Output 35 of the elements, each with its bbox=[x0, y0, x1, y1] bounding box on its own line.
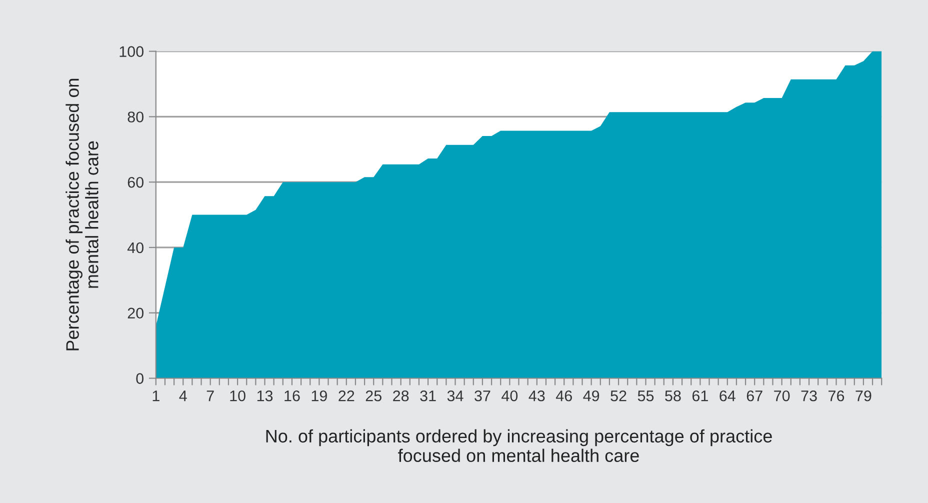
x-tick-label: 7 bbox=[206, 390, 214, 402]
x-tick-label: 40 bbox=[502, 390, 518, 402]
x-tick-label: 4 bbox=[179, 390, 187, 402]
y-tick-label: 80 bbox=[128, 112, 144, 122]
x-tick-label: 64 bbox=[720, 390, 736, 402]
x-axis-title: No. of participants ordered by increasing percentage of practice focused on mental health care bbox=[266, 429, 772, 462]
x-tick-label: 46 bbox=[556, 390, 572, 402]
x-tick-label: 76 bbox=[828, 390, 844, 402]
y-tick-label: 60 bbox=[128, 176, 144, 188]
y-tick-label: 40 bbox=[127, 242, 144, 254]
x-tick-label: 79 bbox=[856, 390, 872, 402]
x-tick-label: 1 bbox=[152, 390, 160, 402]
x-tick-label: 25 bbox=[366, 390, 382, 402]
x-tick-label: 34 bbox=[447, 390, 464, 402]
x-tick-label: 73 bbox=[801, 390, 817, 402]
x-tick-label: 58 bbox=[665, 390, 681, 402]
x-tick-label: 43 bbox=[528, 390, 545, 402]
y-axis-title: Percentage of practice focused on mental health care bbox=[66, 78, 98, 350]
x-tick-label: 10 bbox=[230, 390, 246, 402]
y-tick-label: 0 bbox=[136, 373, 144, 384]
y-tick-label: 100 bbox=[120, 46, 144, 57]
x-tick-label: 16 bbox=[284, 390, 300, 402]
x-tick-label: 52 bbox=[610, 390, 626, 402]
x-tick-label: 55 bbox=[638, 390, 654, 402]
x-tick-label: 19 bbox=[312, 390, 327, 402]
x-tick-label: 28 bbox=[393, 390, 409, 402]
x-tick-label: 31 bbox=[420, 390, 436, 402]
x-tick-label: 37 bbox=[474, 390, 490, 402]
x-tick-label: 70 bbox=[774, 390, 790, 402]
x-tick-label: 61 bbox=[692, 390, 708, 402]
x-tick-label: 22 bbox=[338, 390, 354, 402]
x-tick-label: 13 bbox=[257, 390, 273, 402]
x-tick-label: 49 bbox=[583, 390, 600, 402]
x-tick-label: 67 bbox=[746, 390, 762, 402]
y-tick-label: 20 bbox=[128, 308, 144, 319]
